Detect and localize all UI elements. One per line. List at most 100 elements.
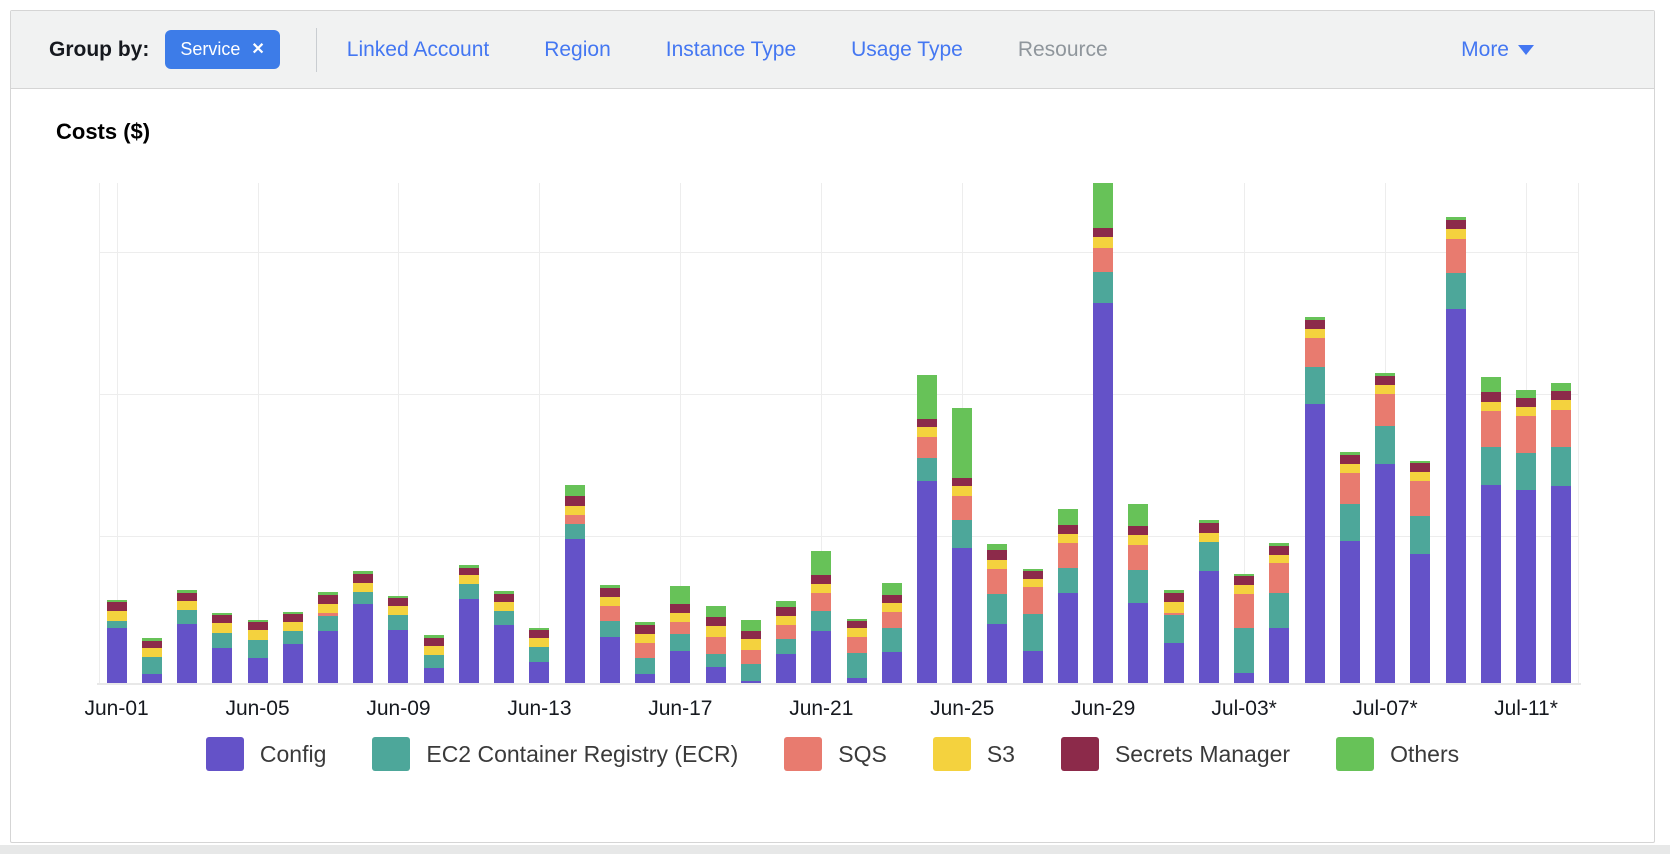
bar-segment-EC2 Container Registry (ECR)[interactable] [1480,447,1501,485]
bar-segment-S3[interactable] [705,626,726,637]
bar-segment-S3[interactable] [599,597,620,606]
stacked-bar-Jun-07[interactable] [318,592,339,683]
bar-segment-S3[interactable] [952,486,973,496]
bar-segment-S3[interactable] [529,638,550,647]
bar-segment-Secrets Manager[interactable] [1128,526,1149,535]
bar-segment-EC2 Container Registry (ECR)[interactable] [1128,570,1149,603]
bar-segment-Config[interactable] [177,624,198,683]
stacked-bar-Jun-26[interactable] [987,544,1008,683]
bar-segment-EC2 Container Registry (ECR)[interactable] [846,653,867,678]
bar-segment-EC2 Container Registry (ECR)[interactable] [1410,516,1431,554]
bar-segment-SQS[interactable] [635,643,656,658]
bar-segment-Config[interactable] [423,668,444,683]
stacked-bar-Jun-11[interactable] [458,565,479,683]
stacked-bar-Jul-08[interactable] [1410,461,1431,683]
stacked-bar-Jun-03[interactable] [177,590,198,683]
bar-segment-S3[interactable] [1375,385,1396,394]
bar-segment-SQS[interactable] [846,637,867,653]
bar-segment-Others[interactable] [1198,520,1219,523]
bar-segment-Config[interactable] [917,481,937,683]
bar-segment-SQS[interactable] [1410,481,1431,516]
bar-segment-S3[interactable] [1128,535,1149,545]
bar-segment-Secrets Manager[interactable] [1234,576,1255,585]
stacked-bar-Jul-09[interactable] [1445,217,1466,683]
bar-segment-Secrets Manager[interactable] [987,550,1008,560]
bar-segment-Secrets Manager[interactable] [141,641,162,648]
bar-segment-S3[interactable] [987,560,1008,569]
bar-segment-Config[interactable] [635,674,656,683]
bar-segment-Others[interactable] [458,565,479,568]
bar-segment-Others[interactable] [917,375,937,419]
bar-segment-Others[interactable] [1304,317,1325,320]
bar-segment-Config[interactable] [564,539,585,683]
stacked-bar-Jun-05[interactable] [247,620,268,683]
bar-segment-SQS[interactable] [776,625,797,639]
bar-segment-S3[interactable] [1022,579,1043,587]
bar-segment-Secrets Manager[interactable] [106,602,127,611]
bar-segment-Secrets Manager[interactable] [318,595,339,604]
bar-segment-Others[interactable] [1339,452,1360,455]
bar-segment-Config[interactable] [106,628,127,683]
stacked-bar-Jun-01[interactable] [106,600,127,683]
bar-segment-Config[interactable] [1445,309,1466,683]
bar-segment-Secrets Manager[interactable] [247,622,268,630]
bar-segment-S3[interactable] [846,628,867,637]
bar-segment-Secrets Manager[interactable] [917,419,937,427]
bar-segment-Secrets Manager[interactable] [776,607,797,616]
bar-segment-Others[interactable] [1093,183,1114,228]
stacked-bar-Jun-19[interactable] [740,620,761,683]
bar-segment-Others[interactable] [952,408,973,478]
bar-segment-EC2 Container Registry (ECR)[interactable] [353,592,374,604]
groupby-chip-service[interactable]: Service ✕ [165,30,280,69]
bar-segment-EC2 Container Registry (ECR)[interactable] [635,658,656,674]
bar-segment-Others[interactable] [881,583,902,595]
bar-segment-Secrets Manager[interactable] [811,575,832,584]
stacked-bar-Jun-25[interactable] [952,408,973,683]
stacked-bar-Jul-02[interactable] [1198,520,1219,683]
bar-segment-SQS[interactable] [1269,563,1290,593]
bar-segment-SQS[interactable] [1515,416,1536,453]
bar-segment-Secrets Manager[interactable] [564,496,585,506]
bar-segment-Config[interactable] [670,651,691,683]
bar-segment-EC2 Container Registry (ECR)[interactable] [705,654,726,667]
stacked-bar-Jun-21[interactable] [811,551,832,683]
bar-segment-EC2 Container Registry (ECR)[interactable] [776,639,797,654]
stacked-bar-Jun-28[interactable] [1057,509,1078,683]
bar-segment-Config[interactable] [458,599,479,683]
bar-segment-Secrets Manager[interactable] [458,568,479,575]
stacked-bar-Jun-27[interactable] [1022,569,1043,683]
bar-segment-Config[interactable] [705,667,726,683]
bar-segment-EC2 Container Registry (ECR)[interactable] [141,657,162,674]
bar-segment-Secrets Manager[interactable] [494,594,515,602]
bar-segment-SQS[interactable] [1057,543,1078,568]
bar-segment-Others[interactable] [494,591,515,594]
bar-segment-S3[interactable] [1410,472,1431,481]
bar-segment-Secrets Manager[interactable] [1375,376,1396,385]
bar-segment-Others[interactable] [106,600,127,602]
bar-segment-EC2 Container Registry (ECR)[interactable] [1022,614,1043,651]
bar-segment-S3[interactable] [1198,533,1219,542]
bar-segment-S3[interactable] [318,604,339,613]
bar-segment-EC2 Container Registry (ECR)[interactable] [599,621,620,637]
bar-segment-Config[interactable] [1198,571,1219,683]
stacked-bar-Jun-02[interactable] [141,638,162,683]
stacked-bar-Jul-01[interactable] [1163,590,1184,683]
bar-segment-Others[interactable] [1269,543,1290,546]
bar-segment-EC2 Container Registry (ECR)[interactable] [1515,453,1536,490]
bar-segment-S3[interactable] [247,630,268,640]
bar-segment-Config[interactable] [881,652,902,683]
bar-segment-SQS[interactable] [740,650,761,664]
stacked-bar-Jul-07[interactable] [1375,373,1396,683]
bar-segment-Others[interactable] [388,596,409,598]
stacked-bar-Jun-10[interactable] [423,635,444,683]
bar-segment-SQS[interactable] [318,613,339,616]
stacked-bar-Jun-08[interactable] [353,571,374,683]
bar-segment-EC2 Container Registry (ECR)[interactable] [282,631,303,644]
bar-segment-EC2 Container Registry (ECR)[interactable] [1234,628,1255,673]
bar-segment-Secrets Manager[interactable] [1480,392,1501,402]
bar-segment-Others[interactable] [987,544,1008,550]
bar-segment-Others[interactable] [247,620,268,622]
bar-segment-S3[interactable] [917,427,937,437]
bar-segment-EC2 Container Registry (ECR)[interactable] [1057,568,1078,593]
bar-segment-SQS[interactable] [952,496,973,520]
